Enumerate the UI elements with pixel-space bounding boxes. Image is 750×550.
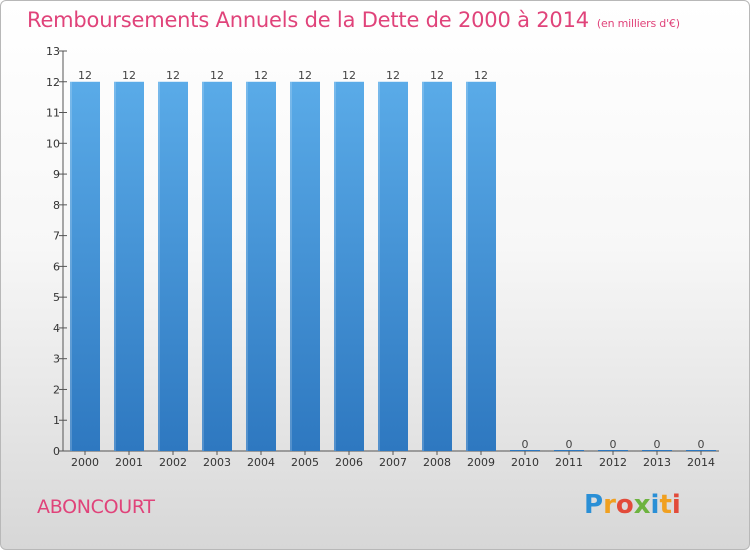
- y-tick-label: 6: [53, 260, 60, 273]
- labels: 2000 12 2001 12 2002 12 2003 12 2004 12 2005 12 2006…: [71, 69, 715, 469]
- value-label: 0: [522, 438, 529, 451]
- bar: [466, 81, 496, 452]
- value-label: 12: [78, 69, 92, 82]
- y-tick-label: 10: [46, 137, 60, 150]
- y-tick-label: 4: [53, 322, 60, 335]
- value-label: 12: [166, 69, 180, 82]
- x-tick-label: 2011: [555, 456, 583, 469]
- bar-highlight: [202, 81, 204, 452]
- x-tick-label: 2008: [423, 456, 451, 469]
- bar-highlight: [158, 81, 160, 452]
- y-tick-label: 9: [53, 168, 60, 181]
- y-tick-label: 12: [46, 76, 60, 89]
- bar: [642, 450, 672, 451]
- bar: [70, 81, 100, 452]
- x-tick-label: 2004: [247, 456, 275, 469]
- y-tick-label: 0: [53, 445, 60, 458]
- bar-highlight: [422, 81, 424, 452]
- x-tick-label: 2014: [687, 456, 715, 469]
- bar: [334, 81, 364, 452]
- bar-highlight: [378, 81, 380, 452]
- x-tick-label: 2006: [335, 456, 363, 469]
- logo-letter-i2: i: [671, 490, 681, 520]
- value-label: 12: [122, 69, 136, 82]
- bar-highlight: [334, 81, 336, 452]
- bars: [70, 81, 716, 452]
- x-tick-label: 2001: [115, 456, 143, 469]
- logo-letter-t: t: [659, 490, 672, 520]
- y-tick-label: 5: [53, 291, 60, 304]
- bar-highlight: [466, 81, 468, 452]
- y-tick-label: 2: [53, 383, 60, 396]
- bar-highlight: [114, 81, 116, 452]
- bar: [554, 450, 584, 451]
- bar: [422, 81, 452, 452]
- bar: [686, 450, 716, 451]
- value-label: 0: [566, 438, 573, 451]
- chart-title-text: Remboursements Annuels de la Dette de 20…: [27, 8, 589, 32]
- x-tick-label: 2009: [467, 456, 495, 469]
- x-tick-label: 2002: [159, 456, 187, 469]
- value-label: 12: [474, 69, 488, 82]
- logo-letter-i: i: [650, 490, 660, 520]
- x-tick-label: 2005: [291, 456, 319, 469]
- value-label: 0: [698, 438, 705, 451]
- y-tick-label: 8: [53, 199, 60, 212]
- bar-highlight: [246, 81, 248, 452]
- bar-highlight: [70, 81, 72, 452]
- bar: [158, 81, 188, 452]
- bar: [598, 450, 628, 451]
- value-label: 12: [298, 69, 312, 82]
- commune-name: ABONCOURT: [37, 496, 155, 518]
- y-tick-label: 13: [46, 45, 60, 58]
- x-tick-label: 2013: [643, 456, 671, 469]
- bar: [202, 81, 232, 452]
- bar: [378, 81, 408, 452]
- x-tick-label: 2007: [379, 456, 407, 469]
- chart-title: Remboursements Annuels de la Dette de 20…: [27, 8, 680, 32]
- logo-letter-r: r: [603, 490, 616, 520]
- value-label: 0: [654, 438, 661, 451]
- logo-letter-o: o: [615, 490, 634, 520]
- y-tick-label: 11: [46, 107, 60, 120]
- value-label: 0: [610, 438, 617, 451]
- bar: [290, 81, 320, 452]
- value-label: 12: [210, 69, 224, 82]
- x-tick-label: 2012: [599, 456, 627, 469]
- value-label: 12: [254, 69, 268, 82]
- value-label: 12: [386, 69, 400, 82]
- y-tick-label: 1: [53, 414, 60, 427]
- y-tick-label: 3: [53, 353, 60, 366]
- bar: [246, 81, 276, 452]
- proxiti-logo: Proxiti: [584, 490, 681, 520]
- unit-note: (en milliers d'€): [596, 17, 680, 30]
- bar: [510, 450, 540, 451]
- logo-letter-p: P: [584, 490, 604, 520]
- bar: [114, 81, 144, 452]
- x-tick-label: 2000: [71, 456, 99, 469]
- bar-highlight: [290, 81, 292, 452]
- logo-letter-x: x: [633, 490, 651, 520]
- x-tick-label: 2003: [203, 456, 231, 469]
- value-label: 12: [430, 69, 444, 82]
- x-tick-label: 2010: [511, 456, 539, 469]
- value-label: 12: [342, 69, 356, 82]
- y-tick-label: 7: [53, 230, 60, 243]
